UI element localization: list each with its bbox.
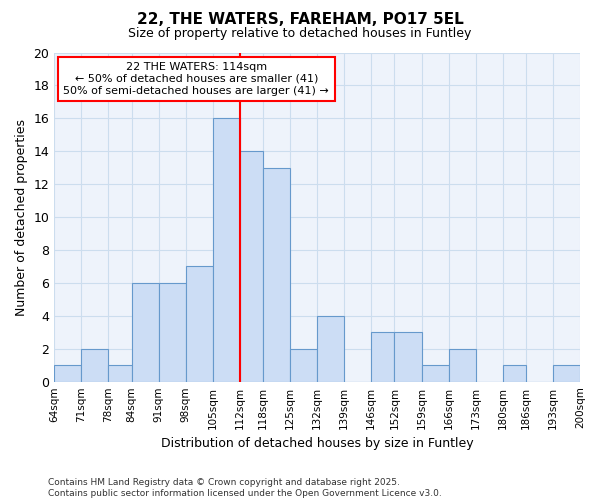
Bar bbox=[371, 332, 394, 382]
Bar bbox=[317, 316, 344, 382]
Bar bbox=[131, 283, 158, 382]
Bar bbox=[263, 168, 290, 382]
Text: Size of property relative to detached houses in Funtley: Size of property relative to detached ho… bbox=[128, 28, 472, 40]
Bar bbox=[186, 266, 213, 382]
Bar bbox=[290, 349, 317, 382]
Bar bbox=[449, 349, 476, 382]
Text: 22 THE WATERS: 114sqm
← 50% of detached houses are smaller (41)
50% of semi-deta: 22 THE WATERS: 114sqm ← 50% of detached … bbox=[64, 62, 329, 96]
Bar bbox=[394, 332, 422, 382]
Bar bbox=[158, 283, 186, 382]
Bar bbox=[82, 349, 109, 382]
Text: 22, THE WATERS, FAREHAM, PO17 5EL: 22, THE WATERS, FAREHAM, PO17 5EL bbox=[137, 12, 463, 28]
Y-axis label: Number of detached properties: Number of detached properties bbox=[15, 118, 28, 316]
Text: Contains HM Land Registry data © Crown copyright and database right 2025.
Contai: Contains HM Land Registry data © Crown c… bbox=[48, 478, 442, 498]
Bar bbox=[553, 365, 580, 382]
X-axis label: Distribution of detached houses by size in Funtley: Distribution of detached houses by size … bbox=[161, 437, 473, 450]
Bar bbox=[503, 365, 526, 382]
Bar bbox=[109, 365, 131, 382]
Bar bbox=[213, 118, 240, 382]
Bar bbox=[54, 365, 82, 382]
Bar bbox=[422, 365, 449, 382]
Bar bbox=[240, 152, 263, 382]
